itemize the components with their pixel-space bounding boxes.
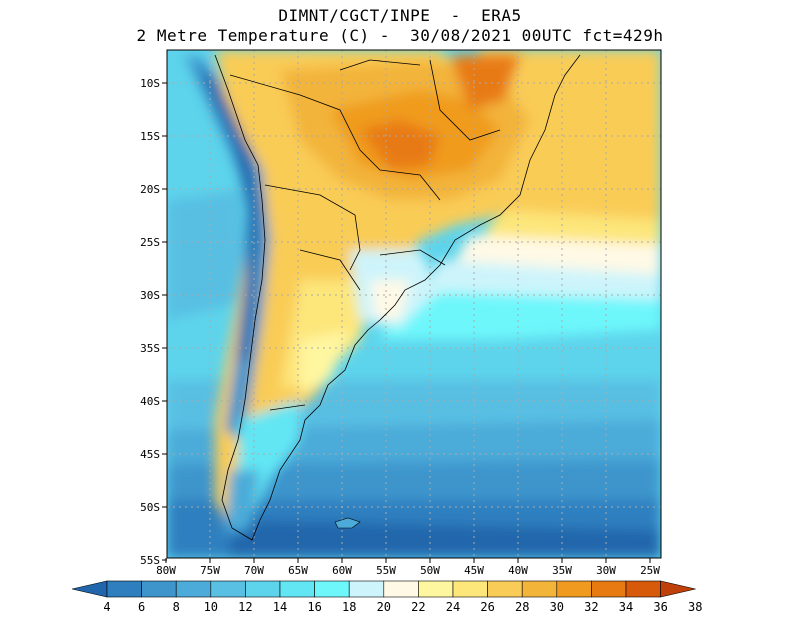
lon-tick-label: 45W xyxy=(464,564,484,577)
lat-tick-label: 25S xyxy=(140,236,160,249)
latitude-axis: 10S 15S 20S 25S 30S 35S 40S 45S 50S 55S xyxy=(140,77,167,567)
colorbar-label: 22 xyxy=(411,600,425,614)
colorbar-label: 14 xyxy=(273,600,287,614)
lon-tick-label: 60W xyxy=(332,564,352,577)
colorbar-swatch xyxy=(348,580,385,598)
colorbar-swatch xyxy=(591,580,627,598)
lat-tick-label: 35S xyxy=(140,342,160,355)
lon-tick-label: 35W xyxy=(552,564,572,577)
colorbar-swatch xyxy=(245,580,281,598)
colorbar-arrow-right xyxy=(660,580,696,598)
colorbar-label: 36 xyxy=(653,600,667,614)
colorbar-swatch xyxy=(106,580,142,598)
colorbar-swatch xyxy=(452,580,488,598)
lat-tick-label: 45S xyxy=(140,448,160,461)
colorbar-label: 24 xyxy=(446,600,460,614)
colorbar-label: 28 xyxy=(515,600,529,614)
lon-tick-label: 40W xyxy=(508,564,528,577)
lat-tick-label: 20S xyxy=(140,183,160,196)
colorbar-swatch xyxy=(175,580,212,598)
lon-tick-label: 50W xyxy=(420,564,440,577)
colorbar-label: 30 xyxy=(550,600,564,614)
lon-tick-label: 70W xyxy=(244,564,264,577)
lon-tick-label: 75W xyxy=(200,564,220,577)
colorbar-swatch xyxy=(279,580,315,598)
map-title-line1: DIMNT/CGCT/INPE - ERA5 xyxy=(278,6,522,25)
colorbar-arrow-left xyxy=(71,580,108,598)
colorbar-label: 6 xyxy=(138,600,145,614)
colorbar-swatch xyxy=(521,580,558,598)
lon-tick-label: 80W xyxy=(156,564,176,577)
colorbar-label: 4 xyxy=(103,600,110,614)
colorbar-label: 32 xyxy=(584,600,598,614)
lat-tick-label: 30S xyxy=(140,289,160,302)
colorbar: 4 6 8 10 12 14 16 18 20 22 24 26 28 30 32 34 36 38 xyxy=(71,580,702,614)
map-frame xyxy=(166,49,662,559)
colorbar-swatch xyxy=(418,580,454,598)
colorbar-swatch xyxy=(383,580,419,598)
lon-tick-label: 25W xyxy=(640,564,660,577)
colorbar-swatch xyxy=(210,580,246,598)
colorbar-swatch xyxy=(487,580,523,598)
lon-tick-label: 65W xyxy=(288,564,308,577)
lat-tick-label: 55S xyxy=(140,554,160,567)
graticule xyxy=(167,50,661,558)
coastline xyxy=(214,54,581,541)
colorbar-swatch xyxy=(625,580,661,598)
colorbar-label: 10 xyxy=(204,600,218,614)
colorbar-swatch xyxy=(314,580,350,598)
colorbar-label: 12 xyxy=(238,600,252,614)
lon-tick-label: 30W xyxy=(596,564,616,577)
colorbar-swatch xyxy=(556,580,592,598)
lon-tick-label: 55W xyxy=(376,564,396,577)
lat-tick-label: 40S xyxy=(140,395,160,408)
colorbar-label: 38 xyxy=(688,600,702,614)
temperature-field xyxy=(167,50,661,558)
lat-tick-label: 50S xyxy=(140,501,160,514)
colorbar-swatch xyxy=(141,580,177,598)
colorbar-label: 8 xyxy=(173,600,180,614)
map-title-line2: 2 Metre Temperature (C) - 30/08/2021 00U… xyxy=(136,26,664,45)
colorbar-label: 34 xyxy=(619,600,633,614)
falkland-islands xyxy=(334,517,361,529)
colorbar-label: 20 xyxy=(377,600,391,614)
lat-tick-label: 15S xyxy=(140,130,160,143)
lat-tick-label: 10S xyxy=(140,77,160,90)
longitude-axis: 80W 75W 70W 65W 60W 55W 50W 45W 40W 35W 30W 25W xyxy=(156,558,660,577)
colorbar-label: 16 xyxy=(307,600,321,614)
colorbar-label: 26 xyxy=(480,600,494,614)
colorbar-label: 18 xyxy=(342,600,356,614)
